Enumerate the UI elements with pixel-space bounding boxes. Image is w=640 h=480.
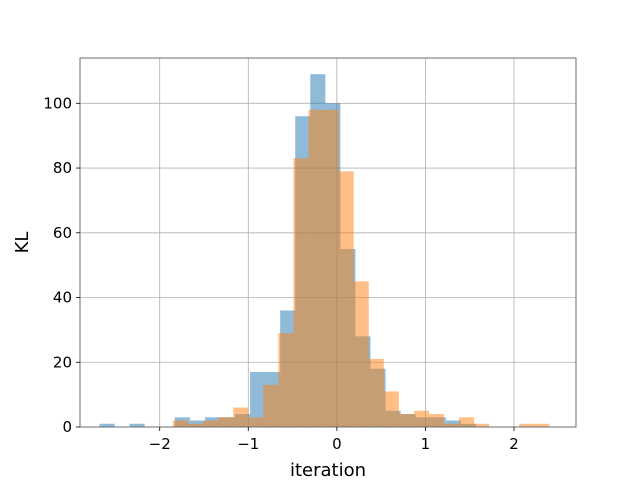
histogram-bar-series-2 [459, 417, 475, 427]
histogram-bar-series-2 [263, 384, 279, 427]
histogram-bar-series-2 [323, 109, 339, 427]
histogram-bar-series-2 [474, 423, 490, 427]
histogram-bar-series-2 [519, 423, 535, 427]
histogram-bar-series-1 [129, 423, 145, 427]
histogram-bar-series-2 [278, 333, 294, 427]
histogram-bar-series-2 [428, 414, 445, 427]
histogram-bar-series-2 [308, 109, 324, 427]
bars-layer [99, 74, 550, 428]
y-tick-label: 100 [43, 94, 72, 112]
y-tick-label: 0 [62, 418, 72, 436]
x-tick-label: 0 [332, 435, 342, 453]
histogram-bar-series-2 [413, 410, 429, 427]
y-axis-label: KL [12, 232, 33, 254]
x-tick-label: −1 [237, 435, 259, 453]
histogram-bar-series-2 [368, 359, 384, 427]
histogram-bar-series-2 [233, 407, 249, 427]
y-tick-label: 60 [53, 224, 72, 242]
histogram-bar-series-2 [534, 423, 550, 427]
y-tick-label: 80 [53, 159, 72, 177]
histogram-bar-series-2 [203, 420, 219, 427]
histogram-bar-series-1 [99, 423, 115, 427]
x-tick-label: 1 [421, 435, 431, 453]
y-tick-label: 40 [53, 289, 72, 307]
histogram-bar-series-2 [188, 423, 204, 427]
x-tick-label: 2 [509, 435, 519, 453]
histogram-bar-series-1 [250, 371, 266, 427]
y-tick-label: 20 [53, 353, 72, 371]
plot-frame [79, 57, 577, 428]
histogram-bar-series-2 [444, 423, 460, 427]
histogram-bar-series-2 [173, 420, 189, 427]
histogram-bar-series-2 [248, 417, 264, 427]
x-axis-label: iteration [290, 460, 366, 480]
histogram-bar-series-2 [383, 391, 399, 427]
histogram-bar-series-2 [218, 417, 234, 427]
histogram-bar-series-2 [293, 158, 309, 427]
histogram-bar-series-2 [338, 171, 354, 427]
histogram-bar-series-2 [398, 414, 414, 427]
x-tick-label: −2 [149, 435, 171, 453]
histogram-bar-series-2 [353, 281, 369, 427]
